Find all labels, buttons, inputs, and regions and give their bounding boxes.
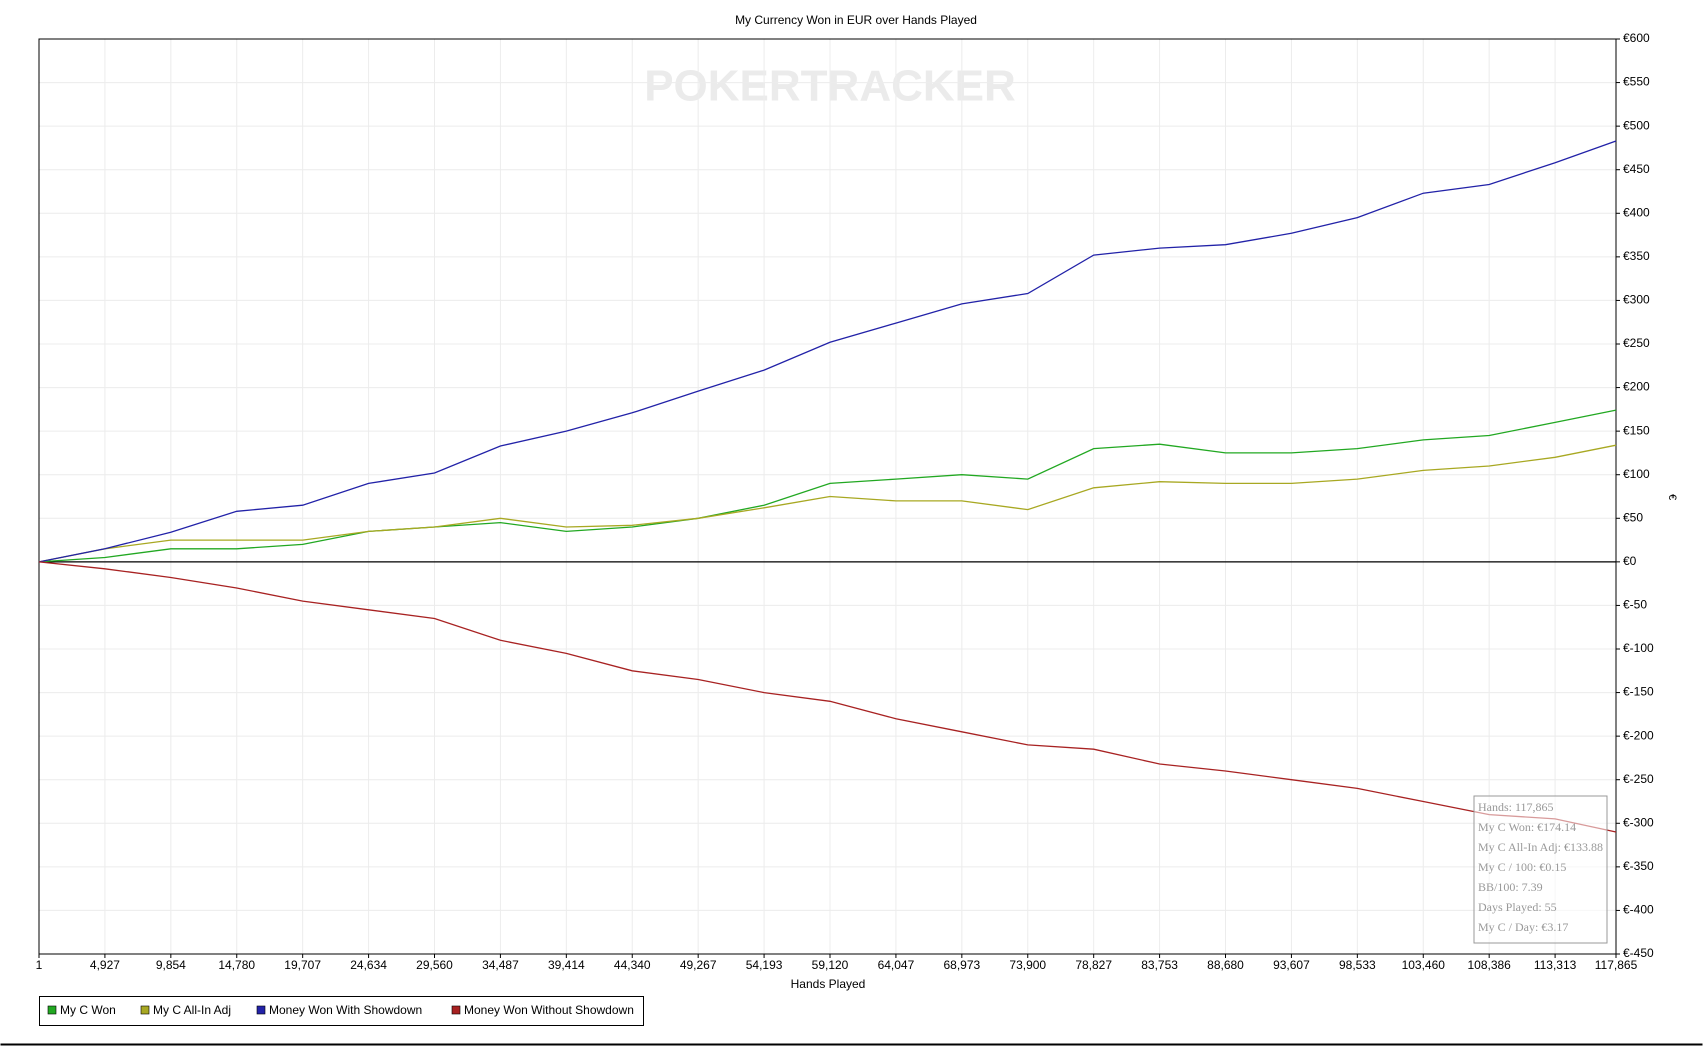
y-tick-label: €450 (1623, 162, 1650, 176)
legend-label: Money Won With Showdown (269, 1003, 422, 1017)
tooltip-line: My C Won: €174.14 (1478, 820, 1576, 834)
x-tick-label: 78,827 (1075, 958, 1112, 972)
x-tick-label: 59,120 (812, 958, 849, 972)
x-tick-label: 19,707 (284, 958, 321, 972)
y-tick-label: €-400 (1623, 903, 1654, 917)
y-tick-label: €150 (1623, 423, 1650, 437)
x-tick-label: 88,680 (1207, 958, 1244, 972)
plot-frame (38, 38, 1617, 955)
y-tick-label: €250 (1623, 336, 1650, 350)
x-tick-label: 44,340 (614, 958, 651, 972)
x-tick-label: 14,780 (218, 958, 255, 972)
x-tick-label: 93,607 (1273, 958, 1310, 972)
y-tick-label: €-200 (1623, 728, 1654, 742)
legend-label: My C Won (60, 1003, 116, 1017)
y-tick-label: €-50 (1623, 598, 1647, 612)
tooltip-line: BB/100: 7.39 (1478, 880, 1543, 894)
x-axis-label: Hands Played (791, 977, 866, 991)
x-tick-label: 29,560 (416, 958, 453, 972)
tooltip: Hands: 117,865 My C Won: €174.14 My C All-… (1473, 795, 1608, 944)
tooltip-line: My C / Day: €3.17 (1478, 920, 1568, 934)
x-tick-label: 117,865 (1595, 958, 1638, 972)
x-tick-label: 68,973 (943, 958, 980, 972)
y-tick-label: €-350 (1623, 859, 1654, 873)
y-tick-label: €-100 (1623, 641, 1654, 655)
y-tick-label: €600 (1623, 31, 1650, 45)
series-line (38, 561, 1617, 833)
legend-box (39, 996, 644, 1026)
y-tick-label: €-150 (1623, 685, 1654, 699)
legend-swatch (256, 1005, 266, 1015)
tooltip-box (1473, 795, 1608, 944)
y-tick-label: €0 (1623, 554, 1637, 568)
legend-swatch (47, 1005, 57, 1015)
y-tick-label: €500 (1623, 118, 1650, 132)
y-tick-label: €-300 (1623, 815, 1654, 829)
legend-label: Money Won Without Showdown (464, 1003, 634, 1017)
y-tick-label: €200 (1623, 380, 1650, 394)
x-tick-label: 24,634 (350, 958, 387, 972)
legend-label: My C All-In Adj (153, 1003, 231, 1017)
legend-swatch (140, 1005, 150, 1015)
y-tick-label: €-450 (1623, 946, 1654, 960)
x-tick-label: 98,533 (1339, 958, 1376, 972)
legend-swatch (451, 1005, 461, 1015)
x-tick-label: 64,047 (878, 958, 915, 972)
x-tick-label: 39,414 (548, 958, 585, 972)
x-tick-label: 83,753 (1141, 958, 1178, 972)
x-tick-label: 49,267 (680, 958, 717, 972)
series-line (38, 444, 1617, 563)
tooltip-line: My C All-In Adj: €133.88 (1478, 840, 1603, 854)
x-tick-label: 1 (36, 958, 43, 972)
y-tick-label: €350 (1623, 249, 1650, 263)
x-tick-label: 34,487 (482, 958, 519, 972)
chart-title: My Currency Won in EUR over Hands Played (735, 13, 977, 27)
y-tick-label: €50 (1623, 510, 1643, 524)
series-line (38, 140, 1617, 563)
series-line (38, 409, 1617, 563)
x-tick-label: 4,927 (90, 958, 120, 972)
y-tick-label: €550 (1623, 75, 1650, 89)
x-tick-label: 113,313 (1534, 958, 1577, 972)
x-tick-label: 108,386 (1467, 958, 1511, 972)
x-tick-label: 73,900 (1009, 958, 1046, 972)
y-tick-label: €-250 (1623, 772, 1654, 786)
y-tick-label: €400 (1623, 205, 1650, 219)
bottom-border (0, 1043, 1703, 1046)
y-tick-label: €300 (1623, 293, 1650, 307)
x-tick-label: 9,854 (156, 958, 186, 972)
y-axis-label: € (1666, 494, 1678, 500)
x-tick-label: 103,460 (1402, 958, 1446, 972)
x-tick-label: 54,193 (746, 958, 783, 972)
tooltip-line: Days Played: 55 (1478, 900, 1557, 914)
tooltip-line: My C / 100: €0.15 (1478, 860, 1566, 874)
legend: My C Won My C All-In Adj Money Won With Sh… (39, 996, 644, 1026)
tooltip-line: Hands: 117,865 (1478, 800, 1554, 814)
y-tick-label: €100 (1623, 467, 1650, 481)
